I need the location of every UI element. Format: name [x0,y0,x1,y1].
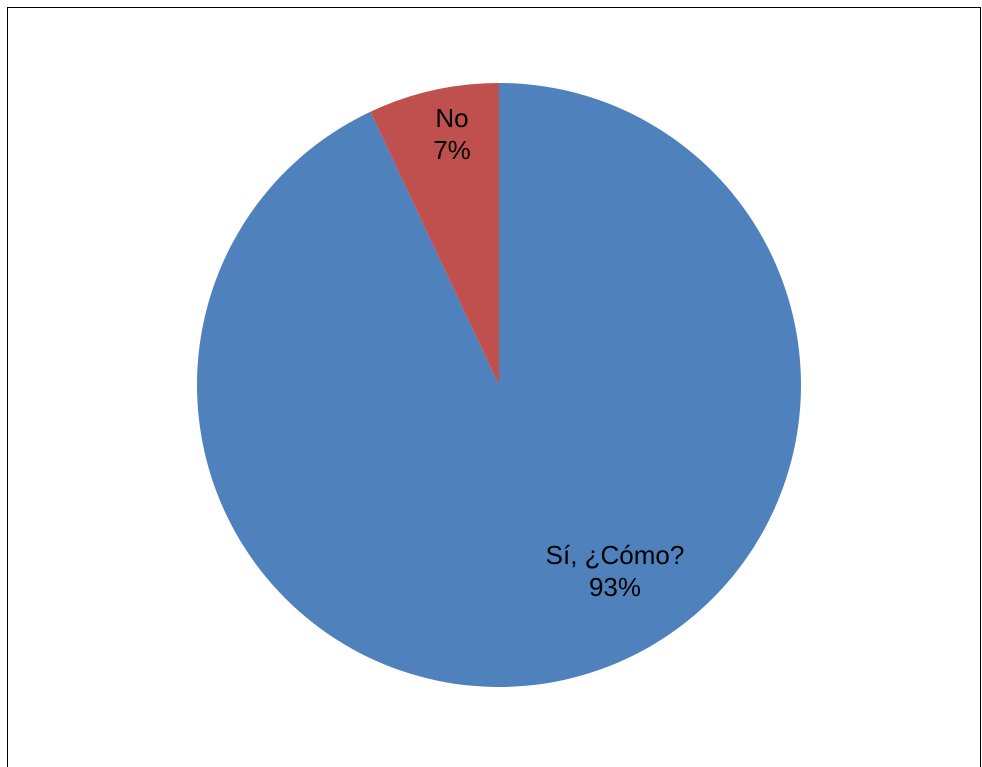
pie-labels: Sí, ¿Cómo? 93% No 7% [433,103,684,602]
slice-label-no: No 7% [433,103,471,165]
slice-label-si: Sí, ¿Cómo? 93% [546,540,685,602]
pie-slice-no [370,83,499,385]
slice-value-label: 7% [433,135,471,165]
slice-category-label: No [435,103,468,133]
pie-slice-si [196,83,801,687]
slice-value-label: 93% [589,572,641,602]
slice-category-label: Sí, ¿Cómo? [546,540,685,570]
pie-slices [196,83,801,687]
